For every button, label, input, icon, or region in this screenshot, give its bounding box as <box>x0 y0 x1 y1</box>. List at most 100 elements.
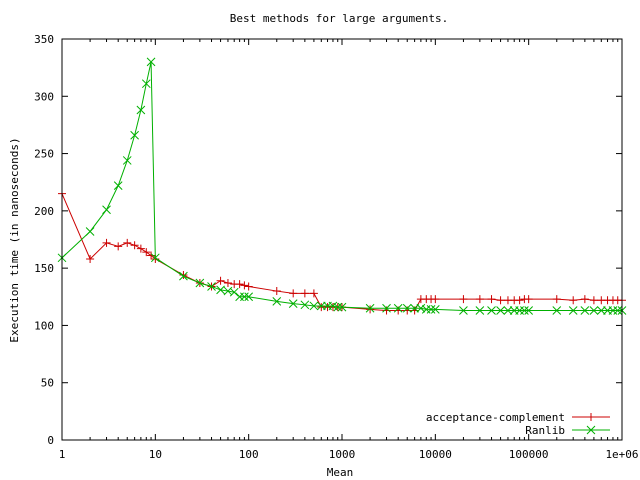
data-point <box>431 295 440 304</box>
data-point <box>596 306 606 315</box>
legend-marker <box>587 413 595 421</box>
series-line <box>61 61 622 312</box>
data-point <box>150 253 160 263</box>
series-ranlib <box>57 57 627 315</box>
data-point <box>102 238 111 247</box>
legend-marker <box>586 425 596 435</box>
data-point <box>146 57 156 67</box>
data-point <box>475 295 484 304</box>
data-point <box>102 205 111 215</box>
data-point <box>113 181 123 191</box>
data-point <box>426 305 436 314</box>
data-point <box>114 242 123 251</box>
data-point <box>569 296 578 305</box>
data-point <box>86 254 95 263</box>
data-point <box>613 306 623 315</box>
data-point <box>136 244 145 253</box>
data-point <box>309 301 319 311</box>
data-point <box>475 306 485 315</box>
data-point <box>524 306 534 315</box>
data-point <box>316 301 326 311</box>
data-point <box>402 303 412 313</box>
x-tick-label: 1e+06 <box>605 448 638 461</box>
series-acceptance-complement <box>58 189 626 315</box>
legend-label: acceptance-complement <box>426 411 565 424</box>
data-point <box>580 306 590 315</box>
data-point <box>141 79 151 89</box>
data-point <box>289 289 298 298</box>
data-point <box>300 289 309 298</box>
data-point <box>589 306 599 315</box>
data-point <box>130 130 139 140</box>
data-point <box>568 306 578 315</box>
x-tick-label: 100 <box>239 448 259 461</box>
data-point <box>365 303 375 313</box>
data-point <box>85 227 95 236</box>
data-point <box>179 271 188 280</box>
data-point <box>130 241 139 250</box>
data-point <box>142 248 151 257</box>
data-point <box>333 302 343 312</box>
data-point <box>223 279 232 288</box>
data-point <box>459 295 468 304</box>
y-tick-label: 250 <box>34 148 54 161</box>
data-point <box>580 295 589 304</box>
y-tick-label: 150 <box>34 262 54 275</box>
data-point <box>288 299 298 309</box>
x-axis-label: Mean <box>327 466 354 479</box>
data-point <box>337 302 347 312</box>
y-axis-label: Execution time (in nanoseconds) <box>8 137 21 342</box>
data-point <box>552 295 561 304</box>
data-point <box>309 289 318 298</box>
legend-label: Ranlib <box>525 424 565 437</box>
y-tick-label: 100 <box>34 319 54 332</box>
chart-title: Best methods for large arguments. <box>230 12 449 25</box>
plot-frame <box>61 38 623 441</box>
data-point <box>136 105 146 115</box>
data-point <box>416 303 426 313</box>
data-point <box>515 296 524 305</box>
data-point <box>503 306 513 315</box>
data-point <box>244 292 254 302</box>
data-point <box>122 156 132 165</box>
data-point <box>272 297 282 306</box>
data-point <box>229 287 239 297</box>
data-point <box>430 305 440 314</box>
data-point <box>496 306 505 315</box>
x-tick-label: 1 <box>59 448 66 461</box>
series-layer <box>57 57 627 315</box>
y-tick-label: 50 <box>41 377 54 390</box>
data-point <box>524 295 533 304</box>
data-point <box>235 280 244 289</box>
data-point <box>207 282 216 291</box>
data-point <box>589 296 598 305</box>
data-point <box>393 303 403 313</box>
x-tick-label: 100000 <box>509 448 549 461</box>
data-point <box>240 281 249 290</box>
y-tick-label: 0 <box>47 434 54 447</box>
axis-ticks: 0 50 100 150 200 250 300 350 1 10 100 1000 10000 1000… <box>34 33 638 461</box>
x-tick-label: 10000 <box>419 448 452 461</box>
data-point <box>123 238 132 247</box>
data-point <box>496 296 505 305</box>
y-tick-label: 200 <box>34 205 54 218</box>
y-tick-label: 350 <box>34 33 54 46</box>
x-tick-label: 1000 <box>329 448 356 461</box>
data-point <box>459 306 468 315</box>
data-point <box>244 282 253 291</box>
data-point <box>487 295 496 304</box>
data-point <box>487 306 496 315</box>
data-point <box>240 292 249 302</box>
data-point <box>366 305 375 314</box>
data-point <box>216 276 225 285</box>
x-tick-label: 10 <box>149 448 162 461</box>
data-point <box>382 303 391 313</box>
data-point <box>410 303 419 313</box>
data-point <box>520 306 529 315</box>
data-point <box>216 285 225 295</box>
data-point <box>300 300 310 310</box>
data-point <box>272 287 281 296</box>
data-point <box>179 271 188 281</box>
